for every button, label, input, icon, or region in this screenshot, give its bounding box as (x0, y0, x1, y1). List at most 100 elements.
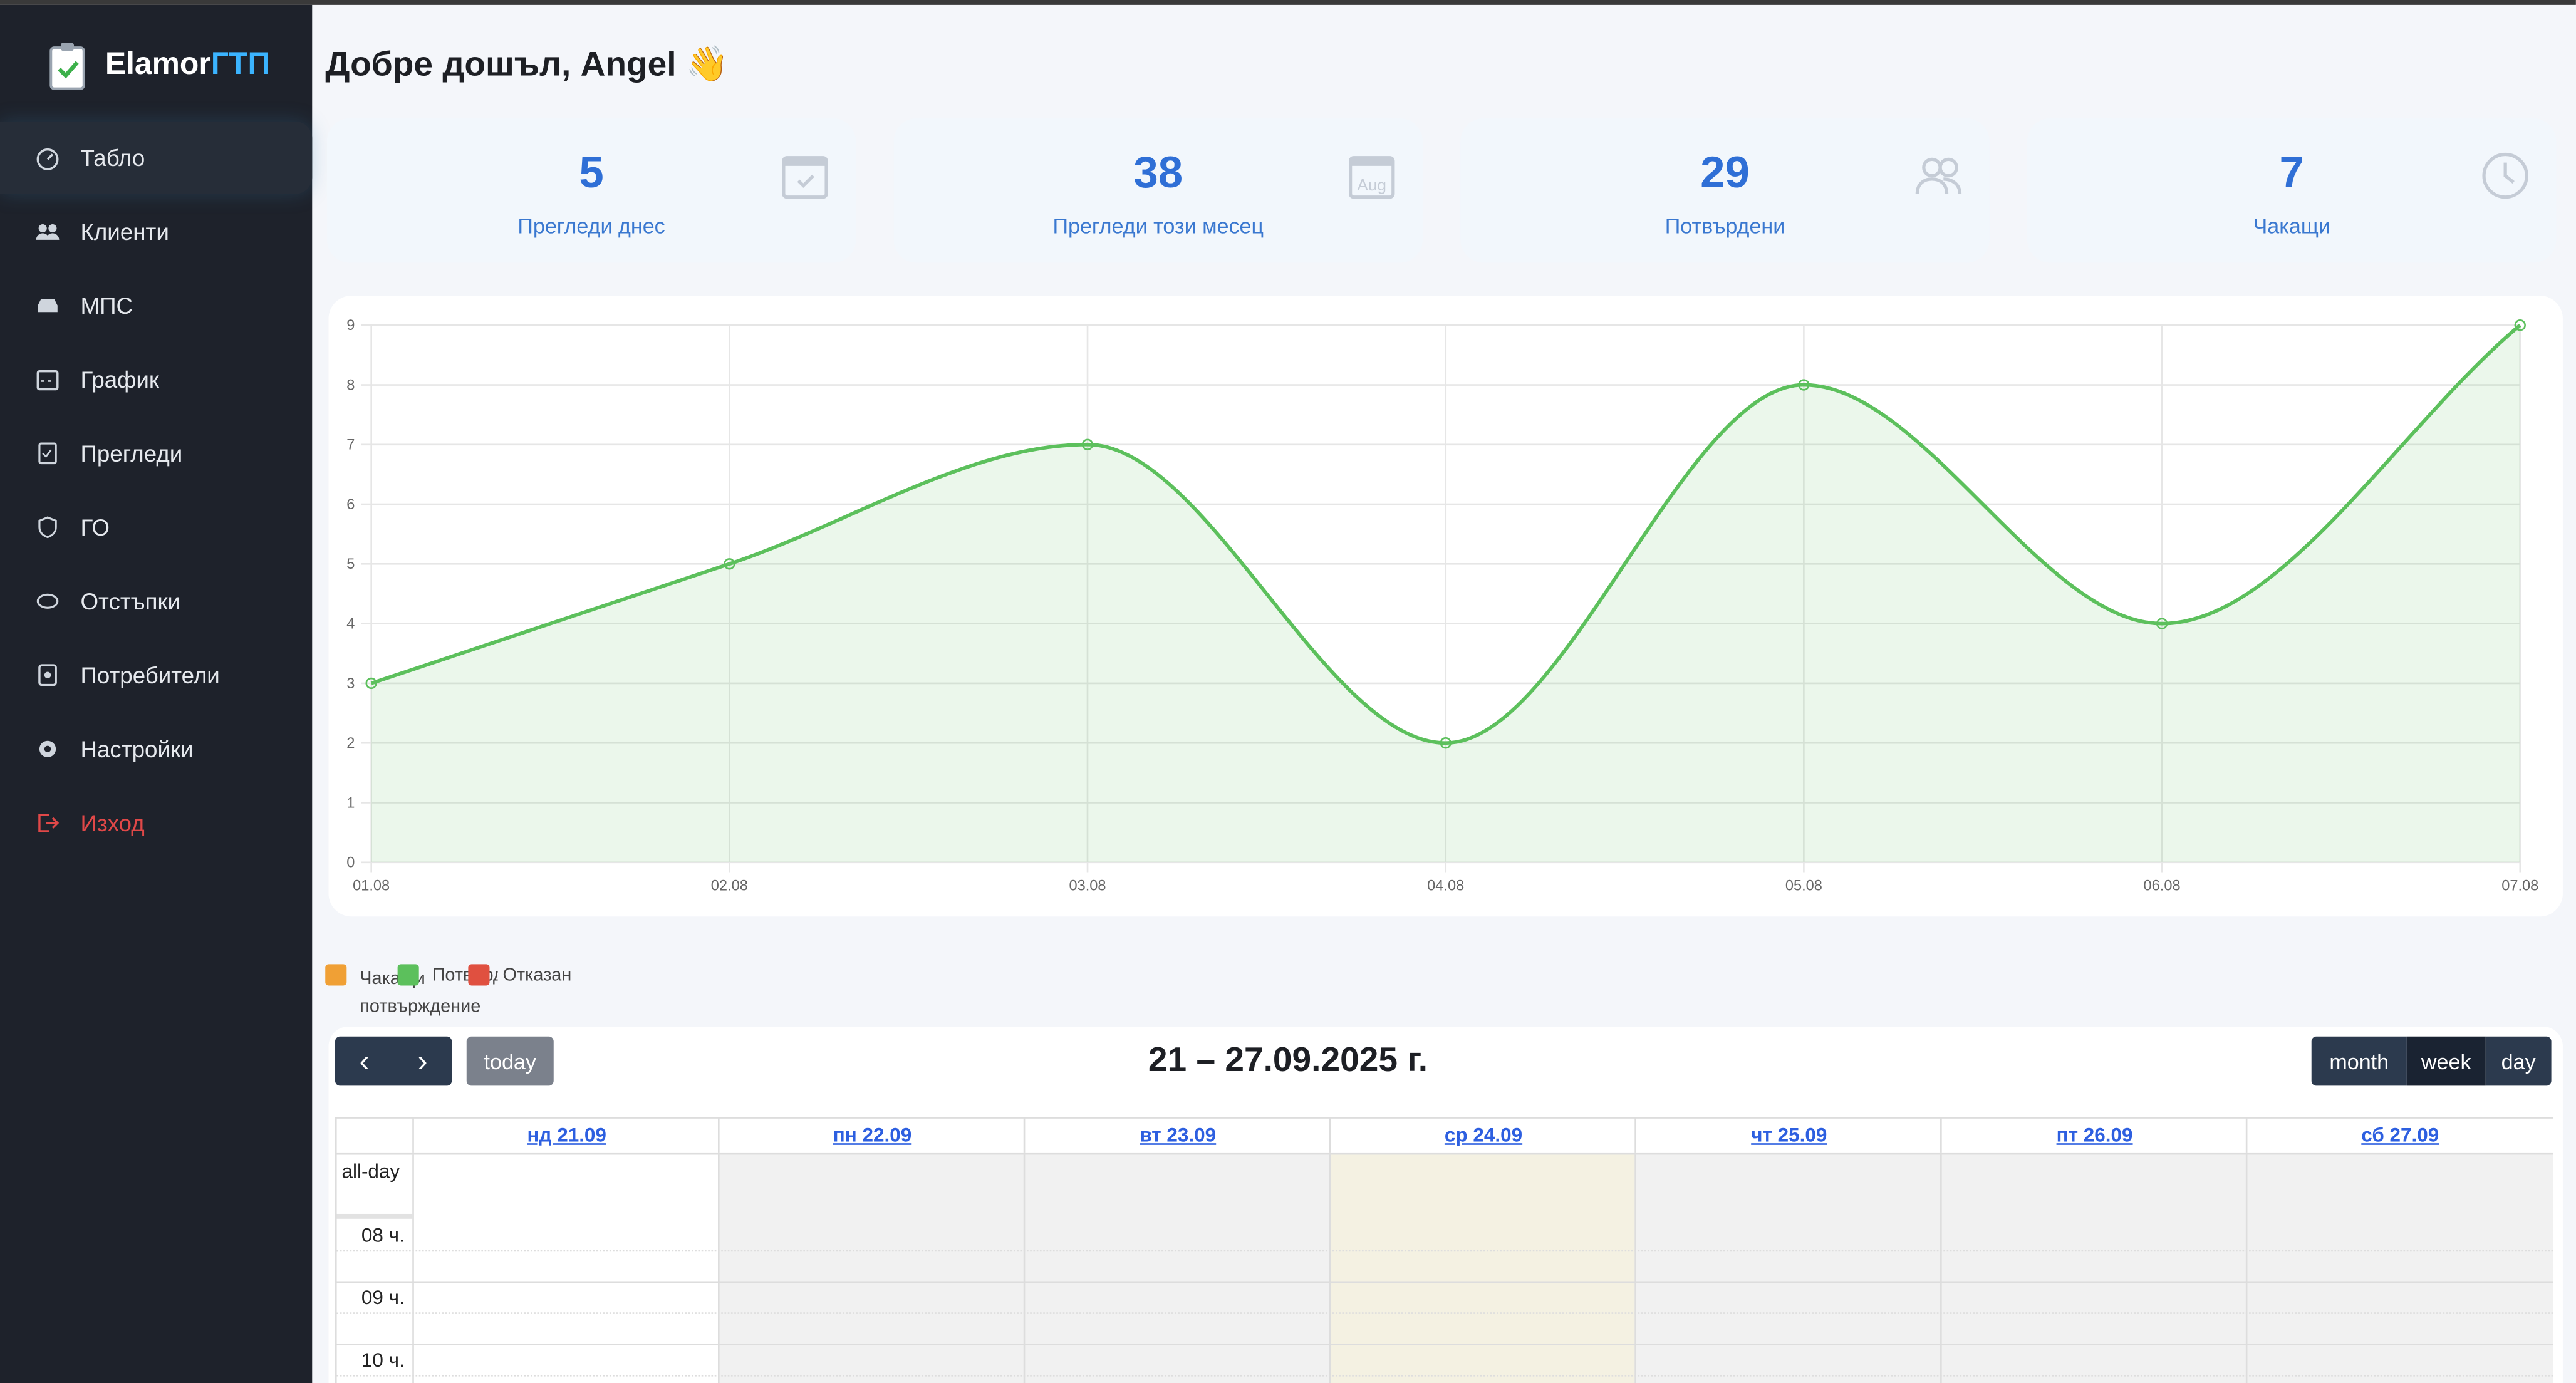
data-point[interactable] (365, 677, 377, 690)
hour-label: 08 ч. (361, 1223, 405, 1247)
legend-swatch-rejected (468, 964, 490, 986)
data-point[interactable] (2514, 319, 2526, 331)
nav-button-group: ‹ › (335, 1036, 452, 1086)
series-line (370, 324, 2521, 745)
sidebar-item-4[interactable]: Прегледи (0, 417, 312, 489)
sidebar-item-label: Потребители (80, 661, 220, 688)
window-top-bar (0, 0, 2576, 5)
line-chart: 0 1 2 3 4 5 6 7 8 9 01.08 02.08 03.08 04.08 05.08 06.08… (346, 318, 2538, 894)
sidebar: ElamorГТП Табло Клиенти МПС График Прегледи Г… (0, 4, 313, 1383)
clock-icon (2482, 152, 2528, 199)
day-header-0[interactable]: нд 21.09 (412, 1117, 719, 1153)
data-point[interactable] (724, 558, 735, 570)
hour-label: 10 ч. (361, 1348, 405, 1372)
stat-value: 29 (1700, 148, 1750, 197)
clipboard-check-icon (49, 43, 85, 90)
x-tick-label: 02.08 (711, 878, 748, 894)
legend-swatch-pending (325, 964, 347, 986)
y-tick-label: 6 (346, 497, 355, 513)
car-icon (34, 293, 61, 319)
hour-label: 09 ч. (361, 1286, 405, 1310)
day-header-6[interactable]: сб 27.09 (2245, 1117, 2553, 1153)
sidebar-item-label: Клиенти (80, 218, 169, 245)
sidebar-item-label: Прегледи (80, 440, 183, 467)
chart-panel: 0 1 2 3 4 5 6 7 8 9 01.08 02.08 03.08 04.08 05.08 06.08… (328, 296, 2563, 917)
today-button[interactable]: today (466, 1036, 554, 1086)
brand-name: ElamorГТП (105, 48, 271, 83)
sidebar-item-label: График (80, 366, 159, 393)
dashboard-icon (34, 145, 61, 171)
sidebar-item-2[interactable]: МПС (0, 269, 312, 341)
day-header-2[interactable]: вт 23.09 (1023, 1117, 1331, 1153)
sidebar-item-label: Отстъпки (80, 588, 181, 614)
stat-value: 5 (579, 148, 604, 197)
legend-label-rejected: Отказан (502, 965, 572, 986)
next-week-button[interactable]: › (417, 1044, 428, 1077)
month-view-button[interactable]: month (2311, 1036, 2407, 1086)
week-view-button[interactable]: week (2406, 1036, 2486, 1086)
x-tick-label: 06.08 (2144, 878, 2181, 894)
logout-icon (34, 810, 61, 836)
stat-label: Прегледи днес (517, 213, 665, 239)
day-column[interactable] (412, 1154, 720, 1383)
sidebar-item-9[interactable]: Изход (0, 787, 312, 859)
prev-week-button[interactable]: ‹ (359, 1044, 370, 1077)
legend-label-pending: Чакащи потвърждение (360, 969, 481, 1017)
y-tick-label: 5 (346, 556, 355, 572)
x-tick-label: 01.08 (353, 878, 390, 894)
users-icon (1915, 157, 1962, 194)
sidebar-item-1[interactable]: Клиенти (0, 195, 312, 267)
stat-card-3: 7 Чакащи (2027, 118, 2557, 263)
sidebar-item-6[interactable]: Отстъпки (0, 565, 312, 637)
sidebar-item-label: Настройки (80, 735, 194, 762)
y-tick-label: 4 (346, 616, 355, 633)
calendar-month-icon: Aug (1348, 156, 1395, 199)
day-header-1[interactable]: пн 22.09 (717, 1117, 1025, 1153)
sidebar-item-8[interactable]: Настройки (0, 713, 312, 785)
calendar-range-title: 21 – 27.09.2025 г. (1148, 1041, 1428, 1079)
day-column[interactable] (1329, 1154, 1636, 1383)
y-tick-label: 9 (346, 318, 355, 334)
x-tick-label: 03.08 (1069, 878, 1106, 894)
day-column[interactable] (2245, 1154, 2553, 1383)
calendar-icon (34, 366, 61, 393)
calendar-check-icon (782, 156, 828, 199)
sidebar-item-3[interactable]: График (0, 343, 312, 415)
sidebar-item-5[interactable]: ГО (0, 491, 312, 563)
users-icon (34, 219, 61, 245)
day-column[interactable] (1634, 1154, 1942, 1383)
day-column[interactable] (717, 1154, 1026, 1383)
stat-label: Чакащи (2253, 213, 2330, 239)
sidebar-item-label: МПС (80, 292, 133, 319)
day-column[interactable] (1940, 1154, 2248, 1383)
data-point[interactable] (2156, 618, 2168, 629)
day-header-5[interactable]: пт 26.09 (1940, 1117, 2247, 1153)
stat-label: Прегледи този месец (1052, 213, 1264, 239)
day-column[interactable] (1023, 1154, 1331, 1383)
data-point[interactable] (1440, 737, 1452, 749)
y-tick-label: 3 (346, 676, 355, 692)
sidebar-item-0[interactable]: Табло (0, 122, 313, 194)
page-title: Добре дошъл, Angel 👋 (325, 46, 729, 84)
x-tick-label: 05.08 (1785, 878, 1822, 894)
day-view-button[interactable]: day (2485, 1036, 2552, 1086)
sidebar-item-7[interactable]: Потребители (0, 639, 312, 711)
y-tick-label: 1 (346, 795, 355, 811)
logo[interactable]: ElamorГТП (49, 41, 271, 91)
legend-swatch-confirmed (397, 964, 419, 986)
gear-icon (34, 736, 61, 762)
data-point[interactable] (1081, 438, 1094, 450)
sidebar-item-label: Изход (80, 809, 145, 836)
day-header-3[interactable]: ср 24.09 (1329, 1117, 1636, 1153)
day-header-4[interactable]: чт 25.09 (1634, 1117, 1941, 1153)
series-area (371, 325, 2520, 862)
y-tick-label: 2 (346, 735, 355, 752)
shield-icon (34, 514, 61, 541)
y-tick-label: 0 (346, 855, 355, 871)
data-point[interactable] (1798, 379, 1810, 391)
stat-label: Потвърдени (1665, 213, 1785, 239)
y-tick-label: 8 (346, 377, 355, 393)
sidebar-item-label: Табло (80, 144, 145, 171)
y-tick-label: 7 (346, 437, 355, 453)
